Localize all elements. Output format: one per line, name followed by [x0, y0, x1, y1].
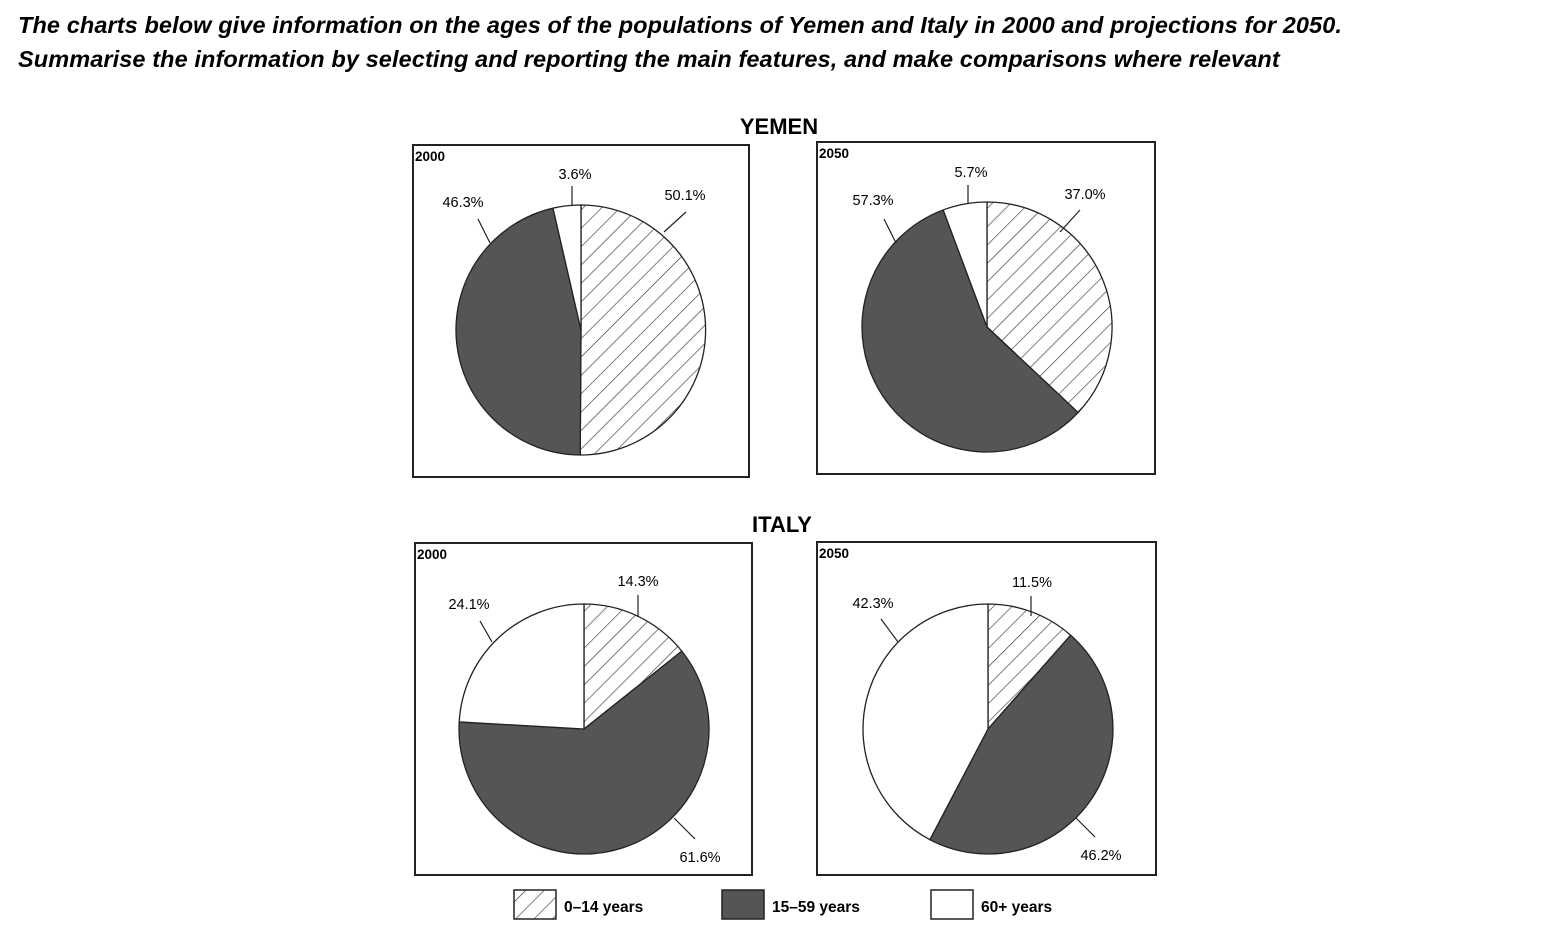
country-title-italy: ITALY: [752, 512, 812, 537]
country-title-yemen: YEMEN: [740, 114, 818, 139]
legend-item-60-plus: 60+ years: [930, 889, 1052, 920]
prompt-line-2: Summarise the information by selecting a…: [18, 46, 1280, 72]
chart-frame: [414, 542, 753, 876]
data-label: 46.2%: [1080, 848, 1121, 864]
legend-swatch: [721, 889, 765, 920]
pie-chart-yemen-2050: 2050 37.0% 57.3% 5.7%: [816, 141, 1156, 475]
data-label: 37.0%: [1064, 187, 1105, 203]
pie-slice-60-plus: [942, 201, 988, 328]
leader-line: [1075, 817, 1096, 838]
legend-label: 0–14 years: [564, 899, 643, 916]
leader-line: [883, 218, 897, 244]
leader-line: [1059, 209, 1081, 233]
pie-slice-0-14: [579, 204, 707, 456]
legend-swatch: [513, 889, 557, 920]
data-label: 24.1%: [448, 597, 489, 613]
legend-label: 60+ years: [981, 899, 1052, 916]
pie-slice-60-plus: [552, 204, 582, 331]
prompt-line-1: The charts below give information on the…: [18, 12, 1343, 38]
data-label: 46.3%: [442, 195, 483, 211]
pie-chart-italy-2050: 2050 11.5% 46.2% 42.3%: [816, 541, 1157, 876]
year-label: 2000: [415, 149, 445, 164]
legend-label: 15–59 years: [772, 899, 860, 916]
pie-slice-60-plus: [862, 603, 989, 841]
pie-slice-15-59: [929, 634, 1114, 855]
pie-chart-yemen-2000: 2000 50.1% 46.3% 3.6%: [412, 144, 750, 478]
chart-frame: [412, 144, 750, 478]
leader-line: [477, 218, 491, 244]
legend-swatch: [930, 889, 974, 920]
pie-slice-0-14: [986, 201, 1113, 414]
pie-slice-0-14: [987, 603, 1072, 730]
data-label: 3.6%: [558, 167, 591, 183]
chart-frame: [816, 141, 1156, 475]
legend: 0–14 years 15–59 years 60+ years: [513, 889, 1052, 920]
data-label: 57.3%: [852, 193, 893, 209]
leader-line: [663, 211, 687, 233]
leader-line: [880, 618, 899, 643]
task-prompt: The charts below give information on the…: [18, 8, 1558, 76]
data-label: 61.6%: [679, 850, 720, 866]
pie-chart-italy-2000: 2000 14.3% 61.6% 24.1%: [414, 542, 753, 876]
year-label: 2000: [417, 547, 447, 562]
year-label: 2050: [819, 546, 849, 561]
data-label: 42.3%: [852, 596, 893, 612]
pie-slice-15-59: [458, 650, 710, 855]
legend-item-15-59: 15–59 years: [721, 889, 860, 920]
leader-line: [479, 620, 493, 643]
pie-slice-60-plus: [458, 603, 585, 730]
year-label: 2050: [819, 146, 849, 161]
chart-frame: [816, 541, 1157, 876]
leader-line: [673, 817, 696, 840]
pie-slice-15-59: [861, 209, 1079, 453]
data-label: 50.1%: [664, 188, 705, 204]
legend-item-0-14: 0–14 years: [513, 889, 643, 920]
data-label: 14.3%: [617, 574, 658, 590]
data-label: 5.7%: [954, 165, 987, 181]
data-label: 11.5%: [1012, 575, 1052, 591]
pie-slice-15-59: [455, 207, 582, 456]
